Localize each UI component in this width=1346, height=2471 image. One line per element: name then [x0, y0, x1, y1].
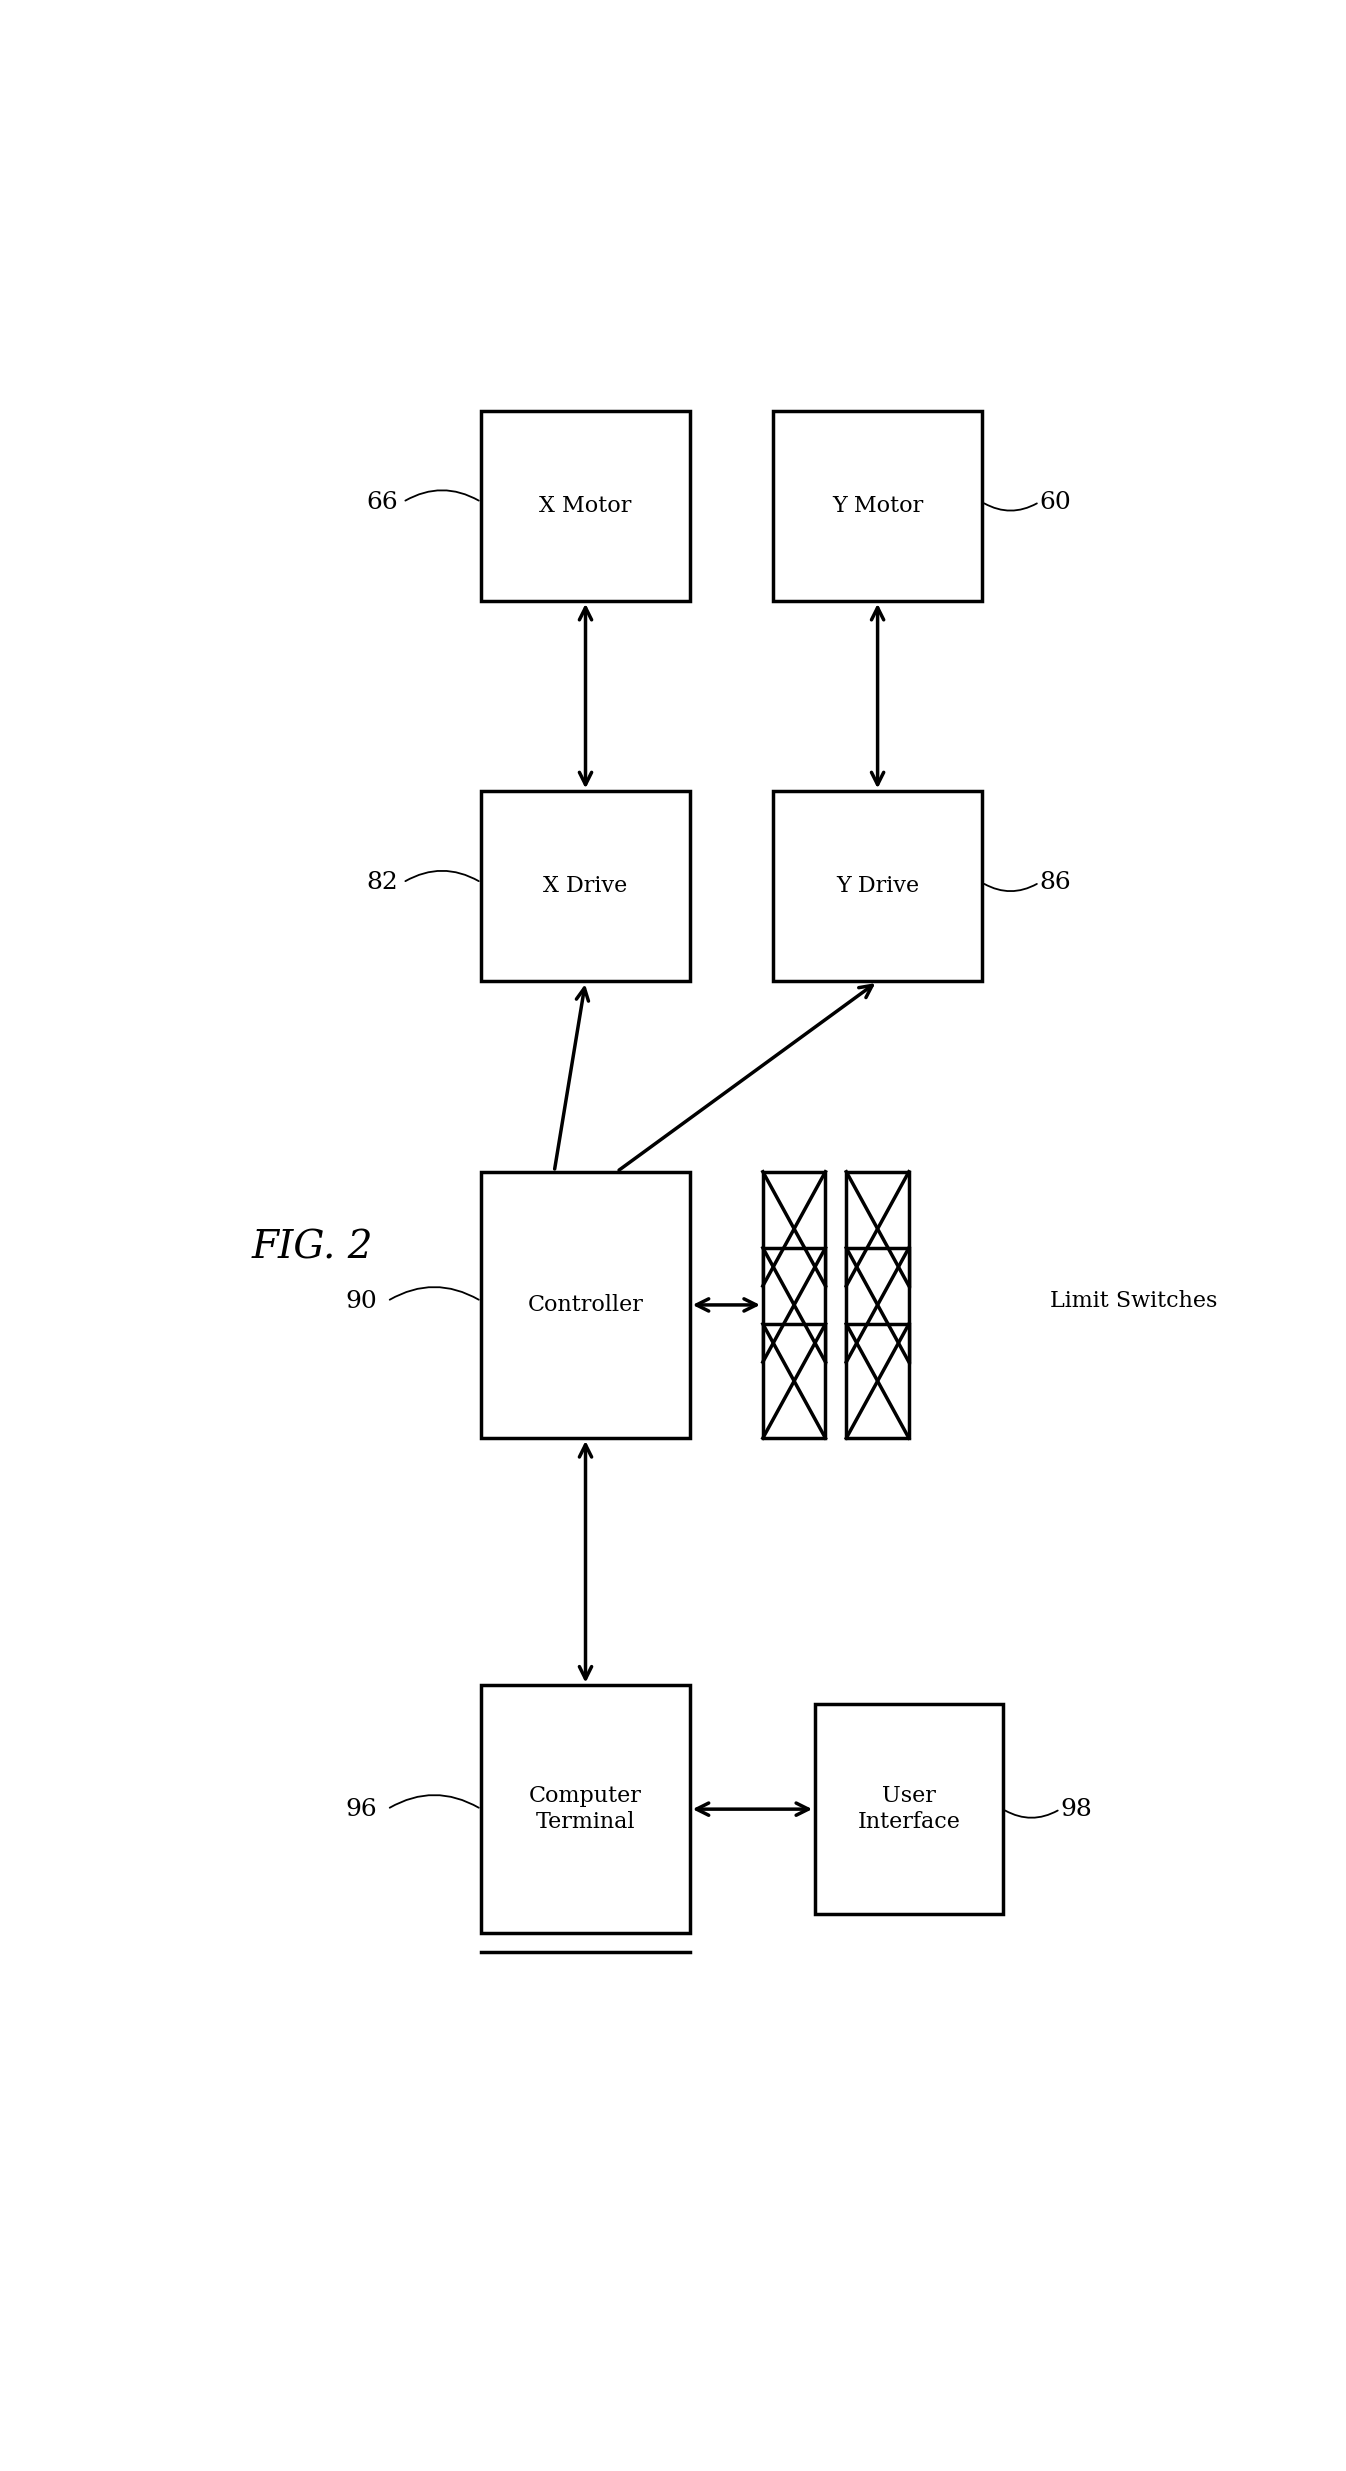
Bar: [482, 1685, 689, 1932]
Bar: [847, 1171, 909, 1285]
Bar: [816, 1705, 1003, 1913]
Text: 98: 98: [1059, 1796, 1092, 1821]
Text: Limit Switches: Limit Switches: [1050, 1290, 1217, 1312]
Bar: [763, 1248, 825, 1362]
Bar: [763, 1171, 825, 1285]
Bar: [482, 791, 689, 981]
Bar: [773, 410, 983, 600]
Text: Computer
Terminal: Computer Terminal: [529, 1787, 642, 1833]
Text: Y Motor: Y Motor: [832, 494, 923, 516]
Text: User
Interface: User Interface: [857, 1787, 960, 1833]
Text: 86: 86: [1039, 872, 1071, 895]
Text: X Drive: X Drive: [544, 875, 627, 897]
Text: 60: 60: [1039, 492, 1071, 514]
Text: 82: 82: [366, 872, 398, 895]
Text: X Motor: X Motor: [540, 494, 631, 516]
Text: Controller: Controller: [528, 1295, 643, 1317]
Text: FIG. 2: FIG. 2: [252, 1231, 373, 1265]
Bar: [482, 1171, 689, 1438]
Text: 90: 90: [346, 1290, 377, 1312]
Text: 66: 66: [366, 492, 398, 514]
Text: 96: 96: [346, 1796, 377, 1821]
Bar: [847, 1324, 909, 1438]
Bar: [847, 1248, 909, 1362]
Bar: [773, 791, 983, 981]
Text: Y Drive: Y Drive: [836, 875, 919, 897]
Bar: [482, 410, 689, 600]
Bar: [763, 1324, 825, 1438]
